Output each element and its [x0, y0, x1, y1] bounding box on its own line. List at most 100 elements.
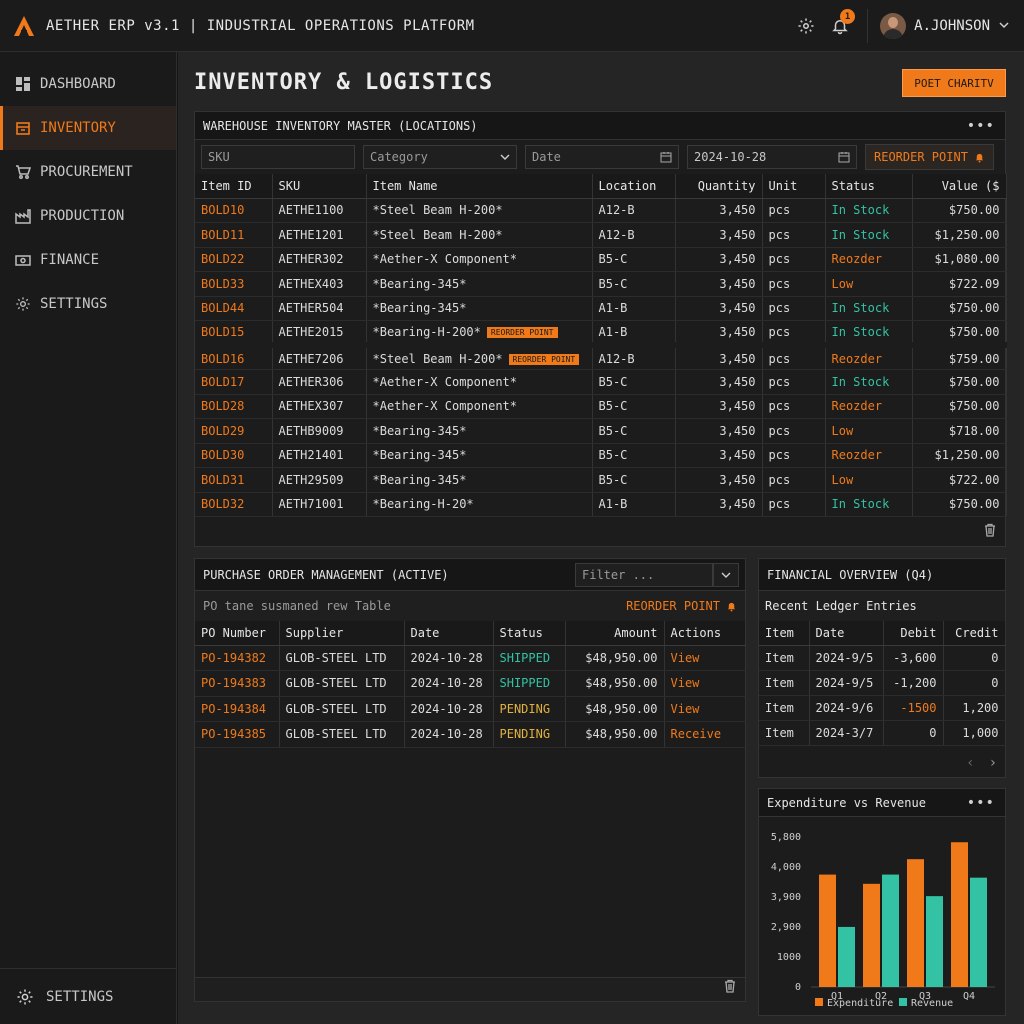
- table-row[interactable]: BOLD15 AETHE2015 *Bearing-H-200* REORDER PO…: [195, 320, 1007, 346]
- item-id[interactable]: BOLD44: [195, 296, 273, 321]
- table-row[interactable]: PO-194384 GLOB-STEEL LTD 2024-10-28 PENDING…: [195, 696, 746, 722]
- action-link[interactable]: View: [664, 645, 746, 671]
- x-tick-label: Q4: [963, 991, 975, 1002]
- value: $750.00: [912, 394, 1007, 419]
- item-id[interactable]: BOLD28: [195, 394, 273, 419]
- table-row[interactable]: BOLD11 AETHE1201 *Steel Beam H-200* A12-B 3,…: [195, 222, 1007, 248]
- column-header[interactable]: Amount: [565, 621, 665, 646]
- table-row[interactable]: Item 2024-9/5 -1,200 0: [759, 670, 1006, 696]
- sidebar-item-finance[interactable]: FINANCE: [0, 238, 176, 282]
- location: A1-B: [592, 320, 676, 346]
- settings-gear-icon[interactable]: [793, 13, 819, 39]
- category-select[interactable]: Category: [363, 145, 517, 169]
- column-header[interactable]: Item Name: [366, 174, 593, 199]
- date-filter-input[interactable]: Date: [525, 145, 679, 169]
- sku: AETHE2015: [272, 320, 367, 346]
- table-row[interactable]: BOLD32 AETH71001 *Bearing-H-20* A1-B 3,450 pc…: [195, 492, 1007, 517]
- table-row[interactable]: Item 2024-9/5 -3,600 0: [759, 645, 1006, 671]
- column-header[interactable]: Quantity: [675, 174, 763, 199]
- po-number[interactable]: PO-194383: [195, 670, 280, 697]
- location: A1-B: [592, 492, 676, 517]
- column-header[interactable]: Date: [404, 621, 494, 646]
- column-header[interactable]: SKU: [272, 174, 367, 199]
- item-id[interactable]: BOLD31: [195, 467, 273, 493]
- reorder-point-button[interactable]: REORDER POINT: [865, 144, 994, 170]
- column-header[interactable]: Supplier: [279, 621, 405, 646]
- column-header[interactable]: PO Number: [195, 621, 280, 646]
- user-name[interactable]: A.JOHNSON: [914, 18, 990, 34]
- po-number[interactable]: PO-194385: [195, 721, 280, 748]
- table-row[interactable]: BOLD16 AETHE7206 *Steel Beam H-200* REORDER…: [195, 345, 1007, 370]
- table-row[interactable]: BOLD29 AETHB9009 *Bearing-345* B5-C 3,450 pcs…: [195, 418, 1007, 444]
- action-link[interactable]: View: [664, 670, 746, 697]
- table-row[interactable]: PO-194382 GLOB-STEEL LTD 2024-10-28 SHIPPED…: [195, 645, 746, 671]
- action-link[interactable]: View: [664, 696, 746, 722]
- po-filter-input[interactable]: Filter ...: [575, 563, 713, 587]
- table-row[interactable]: BOLD22 AETHER302 *Aether-X Component* B5-C 3…: [195, 247, 1007, 272]
- item-id[interactable]: BOLD22: [195, 247, 273, 272]
- column-header[interactable]: Unit: [762, 174, 826, 199]
- item-id[interactable]: BOLD16: [195, 345, 273, 370]
- table-row[interactable]: BOLD33 AETHEX403 *Bearing-345* B5-C 3,450 pcs…: [195, 271, 1007, 297]
- more-menu-icon[interactable]: •••: [966, 118, 995, 134]
- table-row[interactable]: Item 2024-3/7 0 1,000: [759, 720, 1006, 746]
- table-row[interactable]: BOLD28 AETHEX307 *Aether-X Component* B5-C 3…: [195, 394, 1007, 419]
- top-right-controls: 1 A.JOHNSON: [793, 0, 1010, 52]
- table-row[interactable]: PO-194383 GLOB-STEEL LTD 2024-10-28 SHIPPED…: [195, 670, 746, 697]
- pager-next-icon[interactable]: ›: [988, 755, 997, 771]
- table-row[interactable]: PO-194385 GLOB-STEEL LTD 2024-10-28 PENDING…: [195, 721, 746, 748]
- sidebar-bottom-settings[interactable]: SETTINGS: [0, 968, 176, 1024]
- table-row[interactable]: BOLD17 AETHER306 *Aether-X Component* B5-C 3…: [195, 369, 1007, 395]
- column-header[interactable]: Value ($: [912, 174, 1007, 199]
- item-id[interactable]: BOLD15: [195, 320, 273, 346]
- trash-icon[interactable]: [723, 979, 737, 996]
- inventory-table: Item ID SKU Item Name Location Quantity Unit S…: [195, 174, 1007, 517]
- more-menu-icon[interactable]: •••: [966, 795, 995, 811]
- chevron-down-icon[interactable]: [998, 19, 1010, 34]
- column-header[interactable]: Actions: [664, 621, 746, 646]
- sidebar-item-inventory[interactable]: INVENTORY: [0, 106, 176, 150]
- po-number[interactable]: PO-194382: [195, 645, 280, 671]
- action-link[interactable]: Receive: [664, 721, 746, 748]
- po-number[interactable]: PO-194384: [195, 696, 280, 722]
- sku-filter-input[interactable]: SKU: [201, 145, 355, 169]
- sidebar-item-dashboard[interactable]: DASHBOARD: [0, 62, 176, 106]
- table-row[interactable]: BOLD31 AETH29509 *Bearing-345* B5-C 3,450 pcs…: [195, 467, 1007, 493]
- notification-bell-icon[interactable]: 1: [827, 9, 856, 39]
- item-id[interactable]: BOLD33: [195, 271, 273, 297]
- table-row[interactable]: BOLD30 AETH21401 *Bearing-345* B5-C 3,450 pcs…: [195, 443, 1007, 468]
- primary-action-button[interactable]: POET CHARITV: [902, 69, 1006, 97]
- column-header[interactable]: Status: [493, 621, 566, 646]
- column-header[interactable]: Credit: [943, 621, 1006, 646]
- unit: pcs: [762, 345, 826, 370]
- po-filter-dropdown[interactable]: [713, 563, 739, 587]
- avatar[interactable]: [880, 13, 907, 39]
- column-header[interactable]: Location: [592, 174, 676, 199]
- column-header[interactable]: Date: [809, 621, 884, 646]
- item-id[interactable]: BOLD10: [195, 198, 273, 223]
- trash-icon[interactable]: [983, 523, 997, 540]
- supplier: GLOB-STEEL LTD: [279, 645, 405, 671]
- sidebar-item-settings[interactable]: SETTINGS: [0, 282, 176, 326]
- legend-swatch: [899, 998, 907, 1006]
- table-row[interactable]: BOLD10 AETHE1100 *Steel Beam H-200* A12-B 3,…: [195, 198, 1007, 223]
- unit: pcs: [762, 492, 826, 517]
- item-id[interactable]: BOLD29: [195, 418, 273, 444]
- sidebar-item-procurement[interactable]: PROCUREMENT: [0, 150, 176, 194]
- column-header[interactable]: Debit: [883, 621, 944, 646]
- pager-prev-icon[interactable]: ‹: [966, 755, 975, 771]
- table-row[interactable]: BOLD44 AETHER504 *Bearing-345* A1-B 3,450 pcs…: [195, 296, 1007, 321]
- item-id[interactable]: BOLD11: [195, 222, 273, 248]
- column-header[interactable]: Item: [759, 621, 810, 646]
- item-id[interactable]: BOLD32: [195, 492, 273, 517]
- table-row[interactable]: Item 2024-9/6 -1500 1,200: [759, 695, 1006, 721]
- item-id[interactable]: BOLD17: [195, 369, 273, 395]
- column-header[interactable]: Status: [825, 174, 913, 199]
- location: A1-B: [592, 296, 676, 321]
- column-header[interactable]: Item ID: [195, 174, 273, 199]
- cart-icon: [14, 163, 32, 181]
- date-value-input[interactable]: 2024-10-28: [687, 145, 857, 169]
- po-reorder-point-link[interactable]: REORDER POINT: [626, 599, 737, 613]
- sidebar-item-production[interactable]: PRODUCTION: [0, 194, 176, 238]
- item-id[interactable]: BOLD30: [195, 443, 273, 468]
